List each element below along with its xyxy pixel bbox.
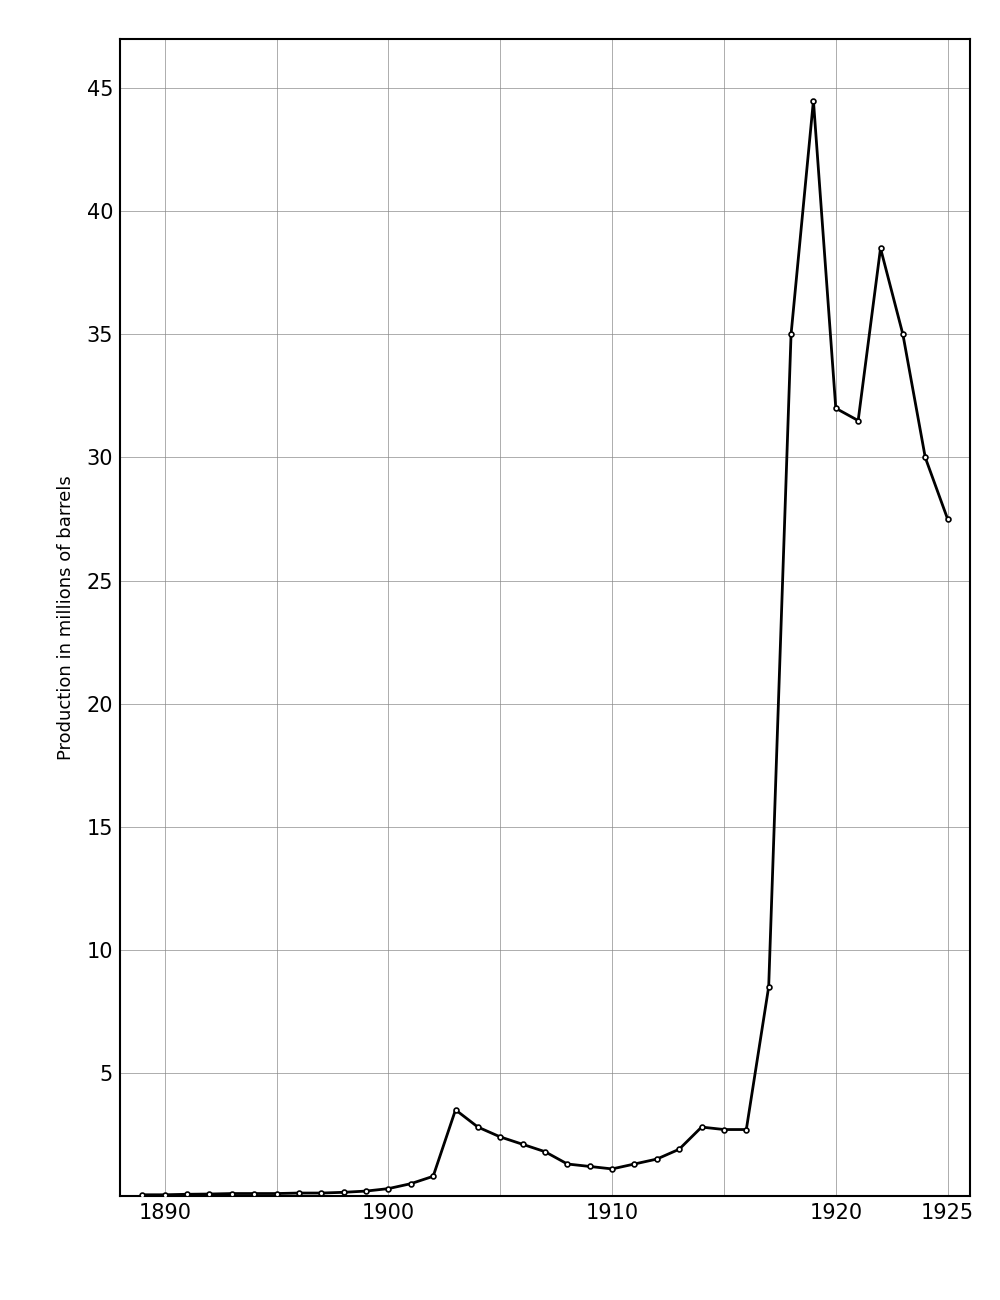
- Y-axis label: Production in millions of barrels: Production in millions of barrels: [57, 474, 75, 760]
